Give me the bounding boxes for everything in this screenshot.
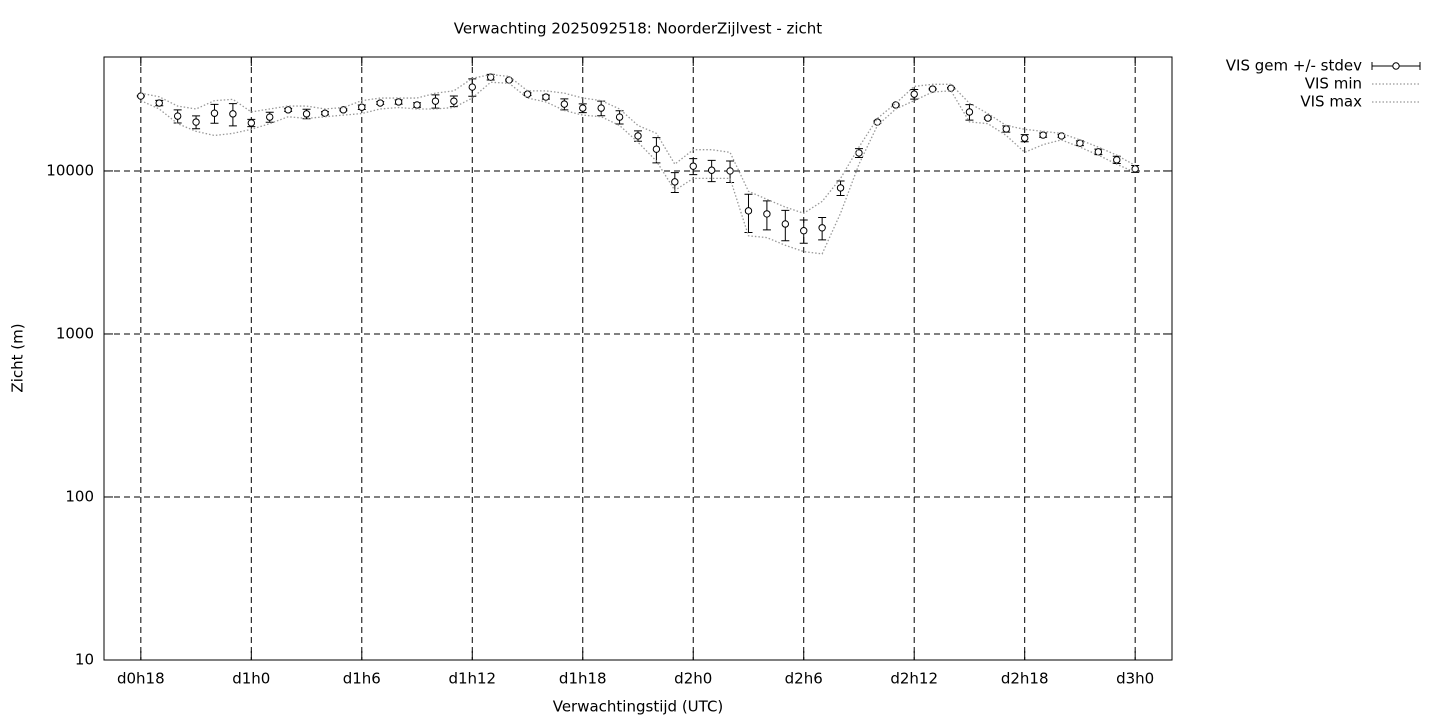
y-axis-label: Zicht (m) xyxy=(9,323,27,392)
legend-swatch xyxy=(1392,62,1400,70)
y-tick-label: 10000 xyxy=(46,161,94,179)
x-tick-label: d1h18 xyxy=(559,670,607,688)
data-point xyxy=(413,101,421,109)
data-point xyxy=(173,112,182,120)
data-point xyxy=(1094,148,1103,156)
data-point xyxy=(486,73,495,81)
x-tick-label: d2h12 xyxy=(890,670,938,688)
data-point xyxy=(892,101,900,109)
x-axis-label: Verwachtingstijd (UTC) xyxy=(553,698,724,716)
data-point xyxy=(965,108,974,116)
data-point xyxy=(1039,131,1047,139)
data-point xyxy=(450,97,458,105)
data-point xyxy=(818,224,826,232)
data-point xyxy=(763,210,771,218)
data-point xyxy=(1002,125,1010,133)
data-point xyxy=(247,119,256,127)
data-point xyxy=(910,90,918,98)
x-tick-label: d2h0 xyxy=(674,670,712,688)
data-point xyxy=(137,92,145,100)
y-tick-label: 100 xyxy=(65,487,94,505)
data-point xyxy=(1131,165,1139,173)
data-point xyxy=(873,118,882,126)
data-point xyxy=(652,145,661,153)
data-point xyxy=(726,167,734,175)
data-point xyxy=(542,93,550,101)
legend-label: VIS min xyxy=(1305,75,1362,93)
data-point xyxy=(707,166,716,174)
data-point xyxy=(229,110,237,118)
data-point xyxy=(836,184,845,192)
y-tick-label: 1000 xyxy=(56,324,94,342)
data-point xyxy=(597,104,605,112)
data-point xyxy=(781,220,790,228)
series-line xyxy=(140,81,1136,255)
legend-label: VIS max xyxy=(1300,93,1362,111)
data-point xyxy=(744,207,753,215)
x-tick-label: d0h18 xyxy=(117,670,165,688)
x-tick-label: d1h0 xyxy=(232,670,270,688)
data-point xyxy=(266,113,274,121)
data-point xyxy=(928,85,937,93)
data-point xyxy=(1113,156,1121,164)
plot-frame xyxy=(103,56,1173,661)
data-point xyxy=(634,132,642,140)
data-point xyxy=(394,98,403,106)
y-tick-label: 10 xyxy=(75,651,94,669)
data-point xyxy=(689,162,697,170)
data-point xyxy=(155,99,163,107)
data-point xyxy=(431,97,440,105)
x-tick-label: d2h6 xyxy=(785,670,823,688)
x-tick-label: d1h6 xyxy=(343,670,381,688)
data-point xyxy=(560,100,569,108)
data-point xyxy=(800,226,808,235)
data-point xyxy=(984,114,992,122)
data-point xyxy=(358,103,366,111)
x-tick-label: d2h18 xyxy=(1001,670,1049,688)
data-point xyxy=(1020,134,1029,142)
data-point xyxy=(505,76,513,84)
legend-label: VIS gem +/- stdev xyxy=(1226,57,1362,75)
data-point xyxy=(1076,139,1084,147)
data-point xyxy=(671,178,679,186)
chart-title: Verwachting 2025092518: NoorderZijlvest … xyxy=(454,20,823,38)
data-point xyxy=(615,113,624,121)
data-point xyxy=(1057,132,1066,140)
data-point xyxy=(376,99,384,107)
data-point xyxy=(468,83,476,91)
data-point xyxy=(192,118,200,126)
x-tick-label: d1h12 xyxy=(448,670,496,688)
data-point xyxy=(339,106,348,114)
data-point xyxy=(284,106,292,114)
data-point xyxy=(579,104,587,112)
data-point xyxy=(321,109,329,117)
series-line xyxy=(140,73,1136,214)
data-point xyxy=(302,110,311,118)
data-point xyxy=(210,109,219,117)
x-tick-label: d3h0 xyxy=(1116,670,1154,688)
